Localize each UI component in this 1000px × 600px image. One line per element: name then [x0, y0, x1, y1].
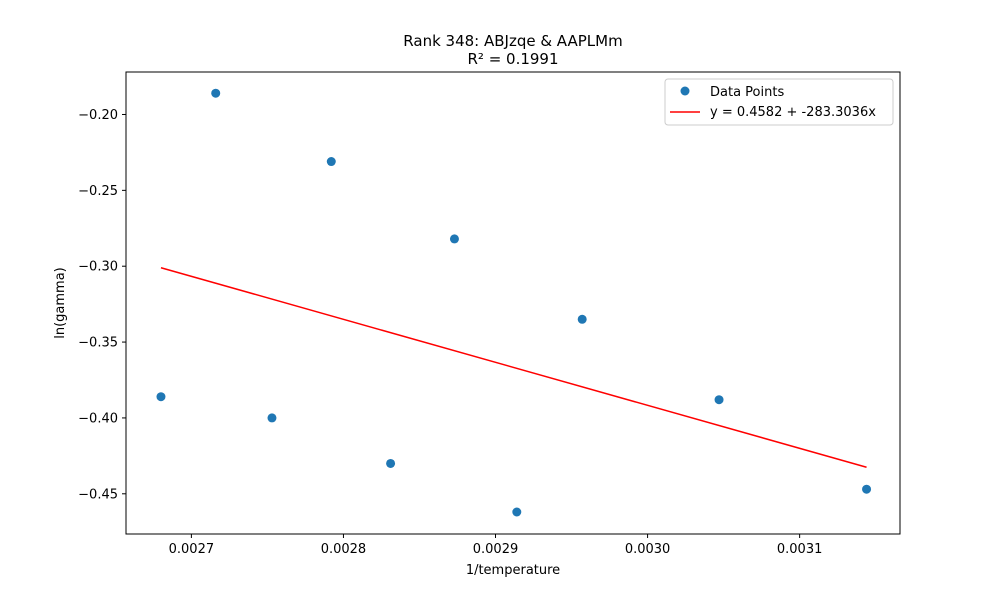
plot-frame [125, 71, 901, 535]
y-tick-label: −0.45 [78, 487, 118, 502]
data-point [449, 234, 459, 244]
y-tick-label: −0.30 [78, 260, 118, 275]
legend-box [664, 78, 894, 126]
y-tick-label: −0.25 [78, 184, 118, 199]
data-point [577, 314, 587, 324]
y-tick-label: −0.20 [78, 108, 118, 123]
legend-label-data-points: Data Points [710, 85, 784, 100]
y-tick-label: −0.40 [78, 411, 118, 426]
data-point [862, 484, 872, 494]
x-axis: 0.0027 0.0028 0.0029 0.0030 0.0031 [169, 534, 823, 557]
x-axis-label: 1/temperature [466, 563, 560, 578]
data-point [211, 88, 221, 98]
data-point [156, 392, 166, 402]
legend: Data Points y = 0.4582 + -283.3036x [664, 78, 894, 126]
legend-label-fit-line: y = 0.4582 + -283.3036x [710, 105, 876, 120]
x-tick-label: 0.0029 [473, 542, 519, 557]
x-tick-label: 0.0031 [777, 542, 823, 557]
data-marks [156, 88, 872, 517]
data-point [267, 413, 277, 423]
x-tick-label: 0.0028 [321, 542, 367, 557]
chart-subtitle: R² = 0.1991 [467, 50, 558, 68]
x-tick-label: 0.0027 [169, 542, 215, 557]
chart-title: Rank 348: ABJzqe & AAPLMm [403, 32, 622, 50]
data-point [386, 458, 396, 468]
y-tick-label: −0.35 [78, 336, 118, 351]
y-axis: −0.45 −0.40 −0.35 −0.30 −0.25 −0.20 [78, 108, 126, 502]
data-point [326, 157, 336, 167]
x-tick-label: 0.0030 [625, 542, 671, 557]
data-point [714, 395, 724, 405]
regression-line [160, 267, 867, 468]
legend-marker-data-points [680, 86, 690, 96]
data-point [512, 507, 522, 517]
y-axis-label: ln(gamma) [53, 267, 68, 339]
